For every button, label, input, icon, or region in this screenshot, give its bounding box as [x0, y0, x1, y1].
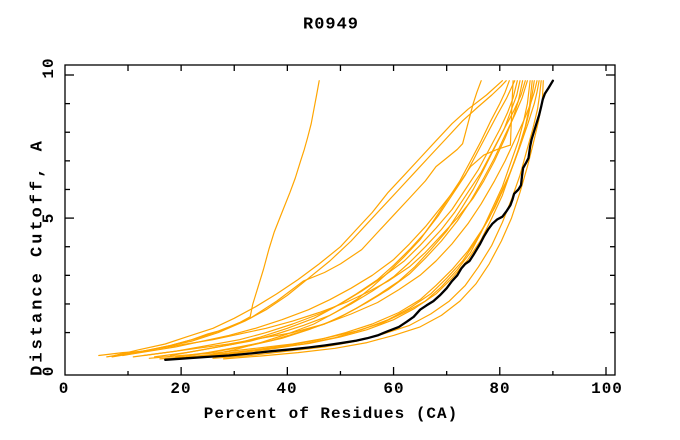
- reference-curve: [164, 79, 555, 361]
- x-tick-label-60: 60: [383, 380, 405, 398]
- model-curve: [132, 80, 538, 358]
- model-curve: [185, 80, 521, 357]
- chart-title: R0949: [302, 15, 360, 35]
- model-curve: [169, 80, 516, 357]
- model-curve: [127, 80, 320, 355]
- x-axis-title: Percent of Residues (CA): [203, 405, 459, 423]
- y-axis-title: Distance Cutoff, A: [28, 138, 48, 376]
- x-tick-label-80: 80: [489, 380, 511, 398]
- model-curve: [122, 80, 514, 357]
- y-tick-label-5: 5: [40, 212, 58, 224]
- model-curve: [223, 80, 544, 360]
- x-tick-label-40: 40: [276, 380, 298, 398]
- model-curve: [159, 80, 533, 360]
- y-tick-label-0: 0: [40, 365, 58, 377]
- plot-frame: [64, 64, 616, 376]
- x-tick-label-0: 0: [58, 380, 70, 398]
- model-curve: [148, 80, 531, 359]
- y-tick-label-10: 10: [40, 57, 58, 79]
- model-curve: [207, 80, 510, 357]
- model-curve: [175, 80, 529, 358]
- model-curve: [154, 80, 526, 358]
- x-tick-label-20: 20: [170, 380, 192, 398]
- model-curve: [180, 80, 535, 359]
- model-curve: [114, 80, 503, 357]
- model-curve: [143, 80, 518, 357]
- model-curve: [111, 80, 507, 358]
- model-curve: [196, 80, 540, 359]
- x-tick-label-100: 100: [591, 380, 623, 398]
- model-curve: [98, 80, 482, 357]
- model-curve: [212, 80, 542, 359]
